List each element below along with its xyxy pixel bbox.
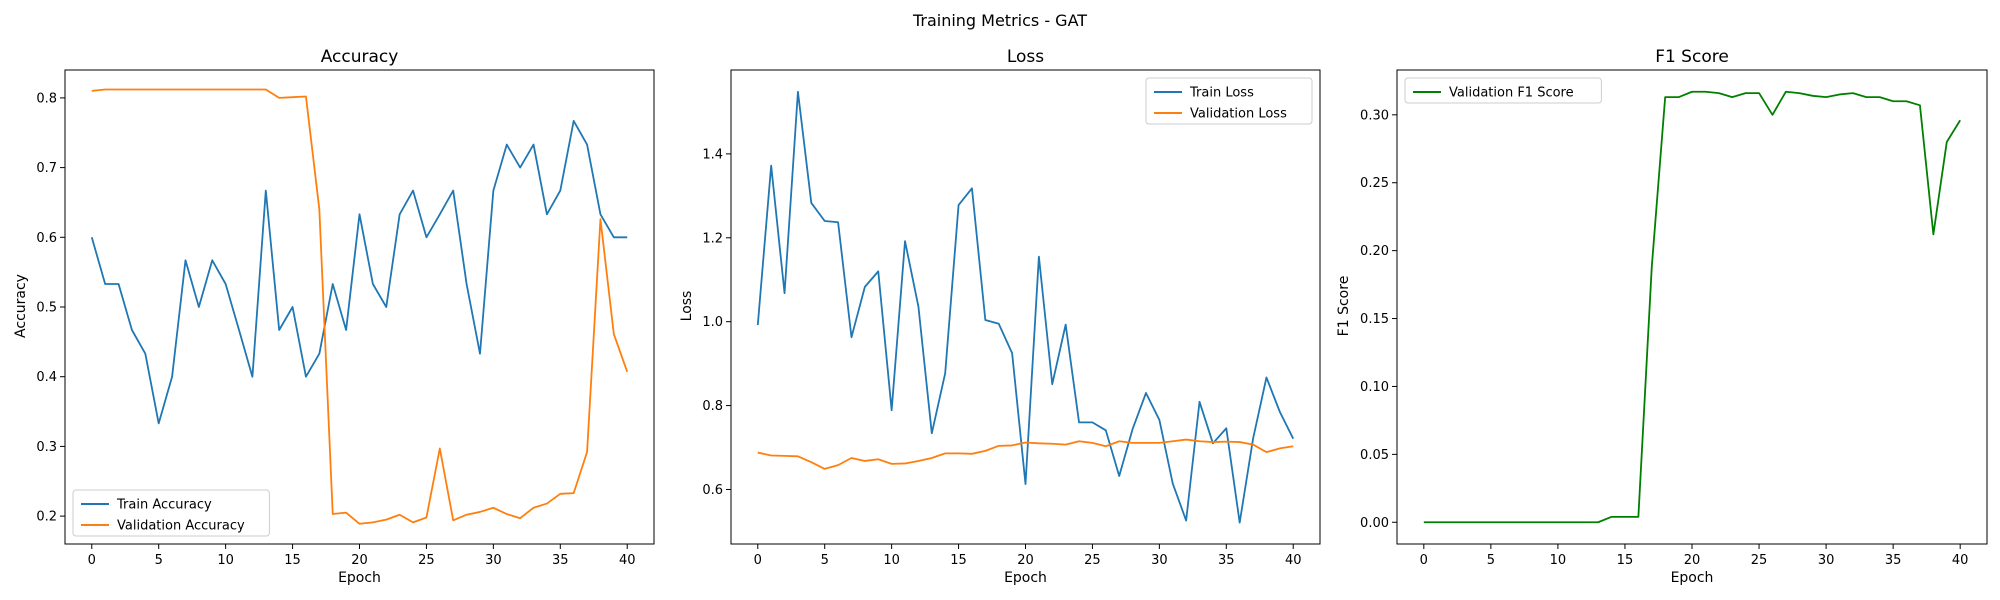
loss-y-tick-label: 0.6 bbox=[702, 483, 723, 498]
accuracy-legend-label: Train Accuracy bbox=[116, 498, 212, 513]
accuracy-x-tick-label: 20 bbox=[351, 553, 368, 568]
loss-chart-title: Loss bbox=[1007, 47, 1044, 67]
accuracy-legend-box bbox=[72, 489, 270, 537]
loss-y-tick-label: 1.2 bbox=[702, 231, 723, 246]
loss-y-tick-label: 0.8 bbox=[702, 399, 723, 414]
loss-y-tick-label: 1.4 bbox=[702, 147, 723, 162]
accuracy-y-tick-label: 0.8 bbox=[36, 91, 57, 106]
f1-y-tick-label: 0.25 bbox=[1360, 176, 1389, 191]
accuracy-chart-title: Accuracy bbox=[321, 47, 399, 67]
accuracy-x-tick-label: 15 bbox=[284, 553, 301, 568]
accuracy-x-tick-label: 40 bbox=[619, 553, 636, 568]
f1-y-tick-label: 0.10 bbox=[1360, 380, 1389, 395]
accuracy-series-validation-accuracy bbox=[91, 88, 629, 525]
loss-series-train-loss bbox=[756, 90, 1295, 524]
f1-y-tick-label: 0.05 bbox=[1360, 448, 1389, 463]
f1-y-tick-label: 0.15 bbox=[1360, 312, 1389, 327]
f1-score-chart: F1 Score Epoch F1 Score 0 5 10 15 20 25 30 35 40… bbox=[1336, 47, 1988, 586]
f1-x-tick-label: 10 bbox=[1550, 553, 1567, 568]
accuracy-legend-label: Validation Accuracy bbox=[117, 519, 245, 534]
loss-x-axis-label: Epoch bbox=[1004, 570, 1047, 586]
loss-x-tick-label: 5 bbox=[821, 553, 829, 568]
f1-x-tick-label: 20 bbox=[1684, 553, 1701, 568]
loss-legend-label: Train Loss bbox=[1189, 86, 1254, 101]
f1-x-tick-label: 35 bbox=[1885, 553, 1902, 568]
loss-x-tick-label: 0 bbox=[754, 553, 762, 568]
loss-series-validation-loss bbox=[757, 438, 1294, 470]
accuracy-y-tick-label: 0.2 bbox=[36, 510, 57, 525]
f1-x-tick-label: 0 bbox=[1420, 553, 1428, 568]
accuracy-x-tick-label: 35 bbox=[552, 553, 569, 568]
accuracy-legend: Train Accuracy Validation Accuracy bbox=[72, 489, 270, 537]
accuracy-series-train-accuracy bbox=[90, 119, 628, 425]
accuracy-y-tick-label: 0.3 bbox=[36, 440, 57, 455]
loss-legend-label: Validation Loss bbox=[1190, 107, 1287, 122]
f1-x-axis-label: Epoch bbox=[1671, 570, 1714, 586]
f1-legend: Validation F1 Score bbox=[1404, 77, 1602, 104]
accuracy-x-tick-label: 0 bbox=[88, 553, 96, 568]
accuracy-y-tick-label: 0.7 bbox=[36, 161, 57, 176]
accuracy-x-axis-label: Epoch bbox=[338, 570, 381, 586]
figure-title: Training Metrics - GAT bbox=[912, 11, 1087, 30]
f1-plot-frame bbox=[1396, 69, 1988, 545]
f1-y-tick-label: 0.20 bbox=[1360, 244, 1389, 259]
accuracy-x-tick-label: 5 bbox=[155, 553, 163, 568]
accuracy-y-tick-label: 0.6 bbox=[36, 231, 57, 246]
accuracy-y-tick-label: 0.4 bbox=[36, 370, 57, 385]
f1-x-tick-label: 5 bbox=[1487, 553, 1495, 568]
f1-y-tick-label: 0.30 bbox=[1360, 108, 1389, 123]
loss-legend: Train Loss Validation Loss bbox=[1145, 77, 1313, 125]
f1-x-tick-label: 15 bbox=[1617, 553, 1634, 568]
f1-x-tick-label: 25 bbox=[1751, 553, 1768, 568]
loss-chart: Loss Epoch Loss 0 5 10 15 20 25 30 35 40 0.6 0.8 1.… bbox=[679, 47, 1321, 586]
loss-x-tick-label: 10 bbox=[883, 553, 900, 568]
accuracy-x-tick-label: 10 bbox=[217, 553, 234, 568]
f1-x-tick-label: 40 bbox=[1952, 553, 1969, 568]
f1-legend-box bbox=[1404, 77, 1602, 104]
loss-x-tick-label: 25 bbox=[1084, 553, 1101, 568]
f1-x-tick-label: 30 bbox=[1818, 553, 1835, 568]
f1-series-validation-f1-score bbox=[1423, 90, 1961, 524]
loss-y-tick-label: 1.0 bbox=[702, 315, 723, 330]
loss-x-tick-label: 40 bbox=[1285, 553, 1302, 568]
accuracy-y-axis-label: Accuracy bbox=[13, 274, 29, 338]
accuracy-x-tick-label: 30 bbox=[485, 553, 502, 568]
loss-x-tick-label: 15 bbox=[950, 553, 967, 568]
f1-y-tick-label: 0.00 bbox=[1360, 516, 1389, 531]
loss-plot-frame bbox=[730, 69, 1321, 545]
accuracy-x-tick-label: 25 bbox=[418, 553, 435, 568]
accuracy-y-tick-label: 0.5 bbox=[36, 301, 57, 316]
loss-legend-box bbox=[1145, 77, 1313, 125]
loss-x-tick-label: 20 bbox=[1017, 553, 1034, 568]
f1-chart-title: F1 Score bbox=[1655, 47, 1729, 67]
accuracy-plot-frame bbox=[64, 69, 655, 545]
loss-x-tick-label: 35 bbox=[1218, 553, 1235, 568]
f1-legend-label: Validation F1 Score bbox=[1449, 86, 1574, 101]
f1-y-axis-label: F1 Score bbox=[1336, 276, 1352, 337]
loss-x-tick-label: 30 bbox=[1151, 553, 1168, 568]
accuracy-chart: Accuracy Epoch Accuracy 0 5 10 15 20 25 30 35 40… bbox=[13, 47, 655, 586]
loss-y-axis-label: Loss bbox=[679, 291, 695, 322]
